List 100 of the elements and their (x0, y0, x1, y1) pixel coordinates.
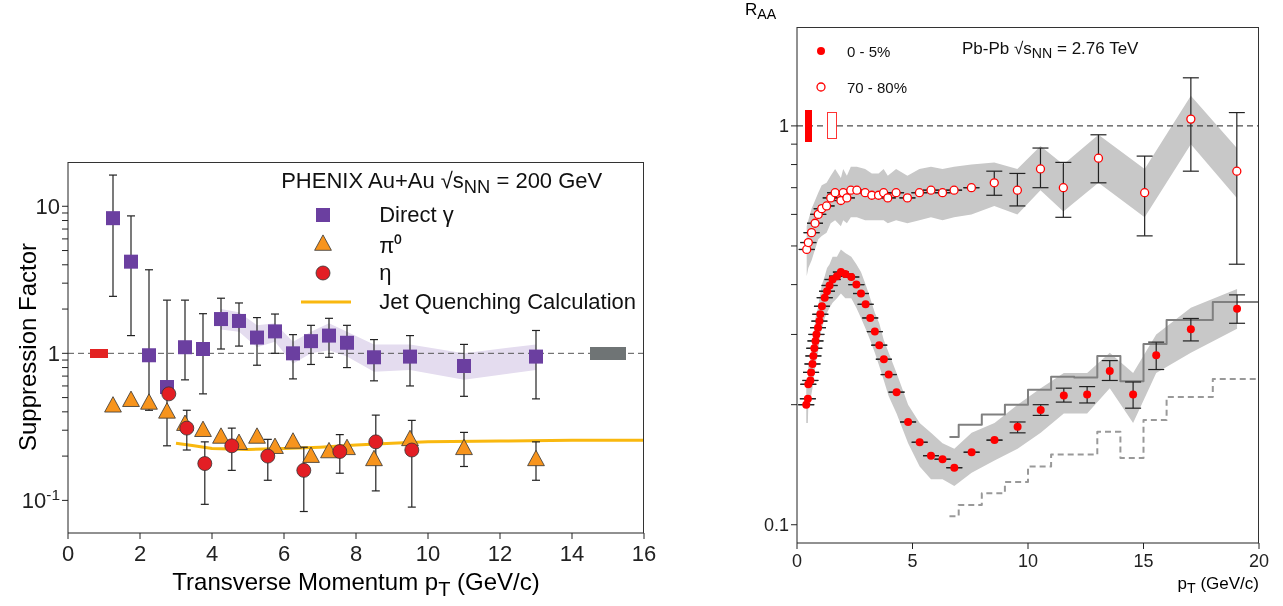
point (161, 386, 177, 402)
point (875, 341, 884, 350)
point (212, 427, 230, 444)
point (810, 344, 819, 353)
point (841, 270, 850, 279)
point (322, 328, 336, 343)
point (861, 300, 870, 309)
point (820, 293, 829, 302)
point (304, 334, 318, 349)
point (224, 438, 240, 454)
x-tick-label: 15 (1133, 551, 1154, 572)
point (814, 323, 823, 332)
point (892, 388, 901, 397)
legend-title: PHENIX Au+Au √s$_{NN}$ = 200 GeV (281, 168, 604, 199)
point (179, 420, 195, 436)
point (938, 455, 947, 464)
point (1093, 153, 1104, 163)
point (268, 324, 282, 339)
x-tick-label: 16 (631, 540, 657, 566)
point (891, 188, 901, 198)
point (1013, 422, 1022, 431)
point (1186, 325, 1195, 334)
point (178, 340, 192, 355)
annotation: Pb-Pb √s$_{NN}$ = 2.76 TeV (962, 39, 1139, 62)
point (1012, 185, 1023, 195)
x-tick-label: 4 (205, 540, 219, 566)
point (332, 444, 348, 459)
point (1059, 391, 1068, 400)
legend-label: Jet Quenching Calculation (379, 288, 636, 315)
x-tick-label: 0 (791, 551, 803, 572)
point (856, 289, 865, 298)
point (803, 394, 812, 403)
point (809, 351, 818, 360)
y-tick-label: 0.1 (763, 515, 789, 536)
x-axis-title: Transverse Momentum p$_{T}$ (GeV/c) (171, 568, 541, 601)
point (949, 185, 959, 195)
point (884, 370, 893, 379)
point (296, 462, 312, 478)
point (926, 451, 935, 460)
point (803, 237, 813, 248)
point (806, 227, 817, 238)
point (232, 313, 246, 328)
point (197, 456, 213, 471)
point (284, 432, 302, 449)
point (1058, 183, 1068, 193)
x-tick-label: 20 (1248, 551, 1270, 572)
point (248, 427, 266, 444)
point (967, 448, 976, 457)
point (1035, 164, 1046, 174)
y-tick-label: 1 (778, 116, 789, 137)
point (966, 183, 977, 193)
point (368, 434, 384, 450)
point (214, 312, 228, 327)
point (1083, 390, 1092, 399)
legend-label: 0 - 5% (847, 42, 891, 60)
point (866, 313, 875, 322)
point (808, 359, 817, 368)
x-tick-label: 10 (1017, 551, 1039, 572)
point (937, 188, 948, 198)
x-tick-label: 10 (415, 540, 441, 566)
point (404, 442, 420, 458)
point (403, 349, 417, 364)
y-tick-label: 10 (35, 193, 60, 219)
point (879, 355, 888, 364)
point (1152, 351, 1161, 360)
point (1129, 390, 1138, 399)
y-axis-title: R$_{AA}$ (745, 0, 777, 23)
point (914, 188, 925, 198)
point (106, 211, 120, 226)
x-tick-label: 14 (559, 540, 585, 566)
point (926, 185, 936, 195)
point (883, 193, 893, 203)
x-tick-label: 2 (133, 540, 147, 566)
point (286, 346, 300, 361)
point (1232, 166, 1242, 176)
point (194, 420, 212, 437)
y-tick-label: 10$^{-1}$ (21, 485, 60, 514)
point (989, 178, 999, 188)
point (821, 201, 832, 211)
point (1105, 366, 1114, 375)
point (196, 342, 210, 356)
point (817, 302, 826, 311)
point (455, 438, 473, 455)
point (807, 368, 816, 377)
point (816, 310, 825, 319)
point (847, 273, 856, 281)
point (260, 448, 276, 464)
point (811, 336, 820, 345)
point (367, 350, 381, 365)
point (815, 317, 824, 326)
point (852, 185, 862, 195)
point (122, 390, 140, 407)
point (810, 218, 820, 228)
point (527, 449, 545, 467)
point (124, 254, 138, 269)
point (1036, 405, 1045, 414)
point (806, 376, 815, 385)
point (902, 193, 913, 203)
legend-label: η (379, 259, 392, 286)
x-tick-label: 8 (349, 540, 363, 566)
